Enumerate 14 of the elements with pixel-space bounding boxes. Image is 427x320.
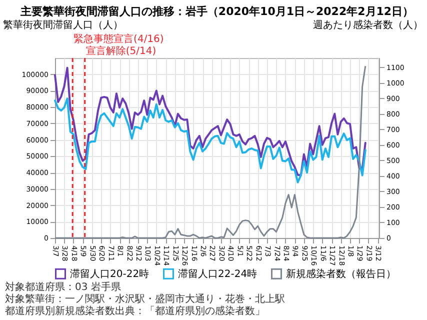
y2-axis-title: 週あたり感染者数（人） (313, 19, 423, 31)
text: 対象都道府県：03 岩手県 (5, 281, 121, 293)
line-series (54, 98, 366, 184)
text: 都道府県別新規感染者数出典：「都道府県別の感染者数」 (5, 305, 265, 317)
y-axis-title: 繁華街夜間滞留人口（人） (3, 19, 123, 31)
ref-line-label: 緊急事態宣言(4/16) (74, 33, 164, 45)
text: 対象繁華街：一ノ関駅・水沢駅・盛岡市大通り・花巻・北上駅 (5, 293, 285, 305)
line-series (54, 66, 366, 176)
legend-label: 新規感染者数（報告日） (286, 268, 396, 280)
legend-label: 滞留人口22-24時 (178, 268, 258, 280)
line-series (54, 65, 366, 239)
legend-label: 滞留人口20-22時 (70, 268, 150, 280)
chart-title: 主要繁華街夜間滞留人口の推移：岩手（2020年10月1日～2022年2月12日） (19, 5, 414, 18)
ref-line-label: 宣言解除(5/14) (86, 45, 156, 57)
